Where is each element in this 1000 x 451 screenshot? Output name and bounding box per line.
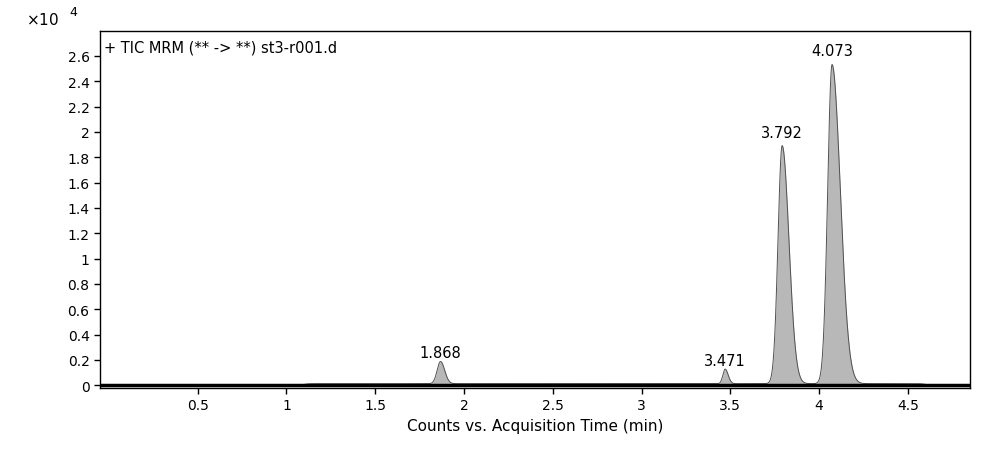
Text: 3.471: 3.471	[704, 354, 746, 368]
Text: 4.073: 4.073	[811, 44, 853, 60]
Text: 4: 4	[70, 6, 77, 19]
Text: 3.792: 3.792	[761, 125, 803, 140]
Text: + TIC MRM (** -> **) st3-r001.d: + TIC MRM (** -> **) st3-r001.d	[104, 41, 337, 55]
X-axis label: Counts vs. Acquisition Time (min): Counts vs. Acquisition Time (min)	[407, 418, 663, 433]
Text: $\times$10: $\times$10	[26, 12, 59, 28]
Text: 1.868: 1.868	[420, 345, 461, 360]
